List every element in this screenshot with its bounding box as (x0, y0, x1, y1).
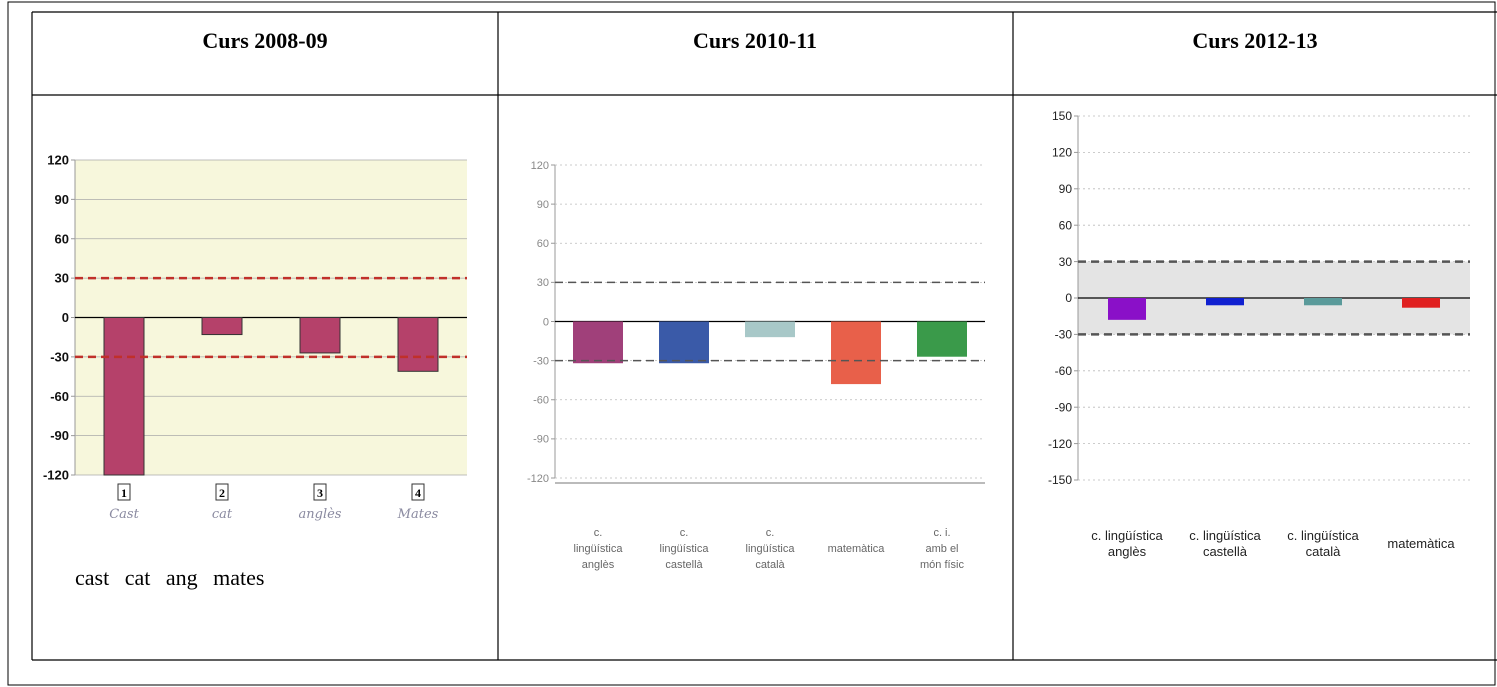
y-tick-label: 0 (1065, 291, 1072, 305)
y-tick-label: -30 (533, 355, 549, 367)
x-tick-label: matemàtica (828, 543, 886, 555)
y-tick-label: 60 (1059, 218, 1073, 232)
bar (397, 317, 439, 372)
page-border (7, 1, 1496, 686)
y-tick-label: -120 (1048, 437, 1072, 451)
y-tick-label: 60 (537, 238, 549, 250)
bar (1108, 298, 1146, 320)
y-tick-label: -60 (1055, 364, 1073, 378)
y-tick-label: 90 (55, 192, 69, 207)
y-tick-label: 120 (531, 160, 549, 172)
x-tick-label: amb el (925, 543, 958, 555)
y-tick-label: 30 (537, 277, 549, 289)
handwritten-label: anglès (299, 507, 342, 522)
x-tick-label: català (1306, 544, 1341, 559)
bar (201, 317, 243, 336)
bar (917, 321, 967, 357)
x-tick-label: matemàtica (1387, 536, 1455, 551)
header: Curs 2008-09 (202, 28, 327, 53)
y-tick-label: -120 (527, 473, 549, 485)
bar (299, 317, 341, 354)
y-tick-label: 90 (537, 199, 549, 211)
y-tick-label: 0 (543, 316, 549, 328)
y-tick-label: 150 (1052, 109, 1072, 123)
y-tick-label: -120 (43, 468, 69, 483)
handwritten-label: Cast (109, 507, 139, 522)
category-box (215, 483, 229, 501)
bar (745, 321, 795, 338)
category-box (117, 483, 131, 501)
y-tick-label: 90 (1059, 182, 1073, 196)
handwritten-label: cat (212, 507, 233, 522)
bar (831, 321, 881, 385)
x-tick-label: c. (594, 527, 603, 539)
caption: cast cat ang mates (75, 565, 264, 590)
x-tick-label: anglès (1108, 544, 1147, 559)
y-tick-label: 120 (1052, 146, 1072, 160)
table (31, 11, 1497, 661)
y-tick-label: -60 (50, 389, 69, 404)
bar (573, 321, 623, 364)
y-tick-label: 60 (55, 231, 69, 246)
x-tick-label: anglès (582, 559, 615, 571)
x-tick-label: 3 (317, 486, 323, 500)
y-tick-label: -60 (533, 395, 549, 407)
header: Curs 2012-13 (1192, 28, 1317, 53)
x-tick-label: món físic (920, 559, 965, 571)
x-tick-label: 1 (121, 486, 127, 500)
x-tick-label: lingüística (746, 543, 796, 555)
bar (103, 317, 145, 476)
category-box (411, 483, 425, 501)
x-tick-label: lingüística (660, 543, 710, 555)
x-tick-label: c. (680, 527, 689, 539)
x-tick-label: 2 (219, 486, 225, 500)
x-tick-label: c. lingüística (1091, 528, 1163, 543)
y-tick-label: -90 (50, 428, 69, 443)
y-tick-label: -90 (533, 434, 549, 446)
x-tick-label: c. (766, 527, 775, 539)
bar (1206, 298, 1244, 306)
x-tick-label: c. i. (933, 527, 950, 539)
x-tick-label: castellà (1203, 544, 1248, 559)
header: Curs 2010-11 (693, 28, 817, 53)
x-tick-label: 4 (415, 486, 421, 500)
bar (659, 321, 709, 364)
y-tick-label: -30 (50, 349, 69, 364)
handwritten-label: Mates (397, 507, 439, 522)
y-tick-label: 0 (62, 310, 69, 325)
y-tick-label: -30 (1055, 328, 1073, 342)
x-tick-label: c. lingüística (1287, 528, 1359, 543)
bar (1402, 298, 1440, 308)
x-tick-label: lingüística (574, 543, 624, 555)
y-tick-label: 120 (47, 153, 69, 168)
y-tick-label: 30 (1059, 255, 1073, 269)
category-box (313, 483, 327, 501)
y-tick-label: -90 (1055, 400, 1073, 414)
x-tick-label: castellà (665, 559, 703, 571)
bar (1304, 298, 1342, 306)
x-tick-label: català (755, 559, 785, 571)
y-tick-label: 30 (55, 271, 69, 286)
y-tick-label: -150 (1048, 473, 1072, 487)
x-tick-label: c. lingüística (1189, 528, 1261, 543)
